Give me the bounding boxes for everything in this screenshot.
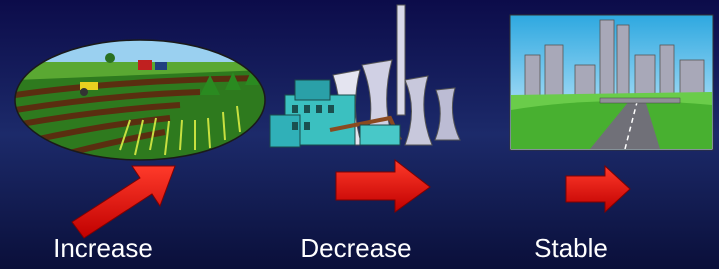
city-image: [510, 15, 713, 150]
page: Increase Decrease Stable (() => { const …: [0, 0, 719, 269]
label-decrease: Decrease: [300, 233, 411, 263]
label-increase: Increase: [53, 233, 153, 263]
label-stable: Stable: [534, 233, 608, 263]
slide: Increase Decrease Stable: [0, 0, 719, 269]
